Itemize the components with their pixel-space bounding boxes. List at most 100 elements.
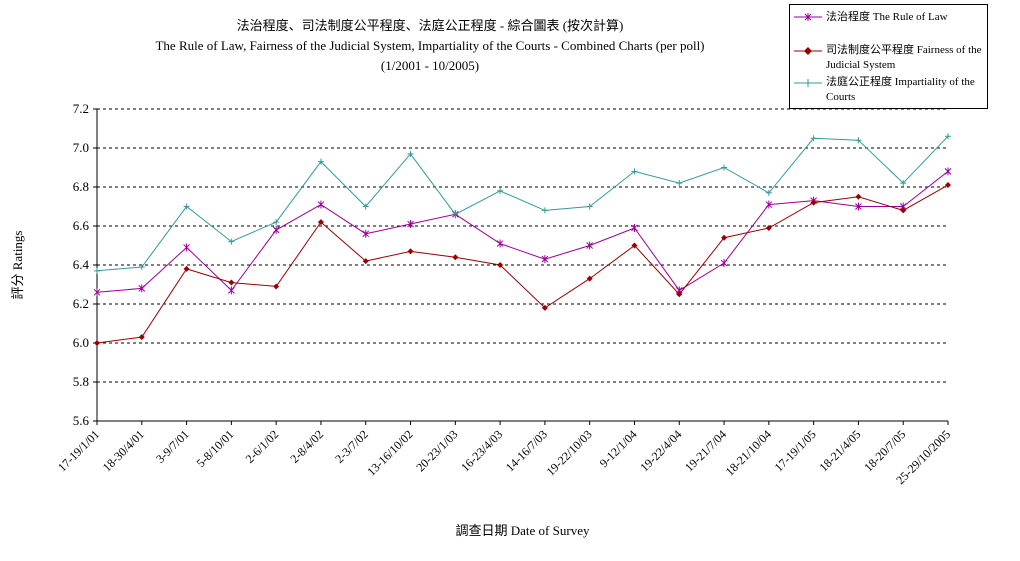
y-tick-label: 6.0	[73, 335, 89, 350]
data-point	[676, 180, 683, 187]
x-tick-label: 20-23/1/03	[413, 427, 460, 474]
x-tick-label: 14-16/7/03	[503, 427, 550, 474]
series-layer	[93, 133, 952, 346]
x-tick-label: 18-20/7/05	[861, 427, 908, 474]
x-tick-label: 17-19/1/05	[772, 427, 819, 474]
label-layer: 5.65.86.06.26.46.66.87.07.217-19/1/0118-…	[10, 101, 953, 538]
data-point	[407, 248, 414, 255]
data-point	[228, 279, 235, 286]
data-point	[586, 241, 594, 250]
x-tick-label: 5-8/10/01	[194, 427, 237, 470]
data-point	[631, 223, 638, 232]
data-point	[183, 265, 190, 272]
data-point	[855, 193, 862, 200]
data-point	[94, 267, 100, 274]
data-point	[631, 168, 638, 175]
data-point	[272, 225, 280, 234]
data-point	[676, 291, 683, 298]
x-tick-label: 3-9/7/01	[153, 427, 192, 466]
data-point	[407, 150, 414, 157]
data-point	[317, 219, 324, 226]
data-point	[452, 254, 459, 261]
data-point	[497, 187, 504, 194]
chart-title-block: 法治程度、司法制度公平程度、法庭公正程度 - 綜合圖表 (按次計算) The R…	[110, 16, 750, 76]
data-point	[273, 283, 280, 290]
data-point	[497, 262, 504, 268]
data-point	[721, 234, 728, 241]
data-point	[586, 203, 593, 210]
y-tick-label: 6.4	[73, 257, 90, 272]
data-point	[138, 284, 146, 293]
axis-layer	[93, 108, 949, 425]
legend-swatch-fairness	[794, 47, 822, 55]
series-2	[94, 133, 951, 274]
y-tick-label: 6.6	[73, 218, 90, 233]
data-point	[720, 259, 728, 268]
data-point	[945, 133, 951, 140]
data-point	[541, 255, 549, 264]
data-point	[810, 135, 817, 142]
x-tick-label: 18-21/4/05	[816, 427, 863, 474]
x-tick-label: 16-23/4/03	[458, 427, 505, 474]
series-0	[93, 167, 952, 297]
data-point	[721, 164, 728, 171]
data-point	[138, 334, 145, 341]
data-point	[362, 203, 369, 210]
series-line	[96, 135, 949, 272]
y-tick-label: 5.8	[73, 374, 89, 389]
x-tick-label: 18-30/4/01	[100, 427, 147, 474]
legend-swatch-impartiality	[794, 79, 822, 87]
x-tick-label: 9-12/1/04	[597, 427, 640, 470]
data-point	[541, 304, 548, 311]
x-tick-label: 17-19/1/01	[55, 427, 102, 474]
data-point	[94, 340, 100, 346]
data-point	[496, 239, 504, 248]
data-point	[855, 137, 862, 144]
series-line	[96, 184, 949, 344]
y-tick-label: 6.2	[73, 296, 89, 311]
y-tick-label: 6.8	[73, 179, 89, 194]
x-tick-label: 2-3/7/02	[332, 427, 371, 466]
data-point	[900, 207, 907, 214]
data-point	[945, 182, 951, 189]
data-point	[183, 243, 190, 252]
data-point	[317, 200, 325, 209]
data-point	[900, 180, 907, 187]
data-point	[631, 242, 638, 249]
x-axis-title: 調查日期 Date of Survey	[456, 523, 590, 538]
legend-label-impartiality: 法庭公正程度 Impartiality of the Courts	[826, 76, 975, 103]
x-tick-label: 2-8/4/02	[287, 427, 326, 466]
data-point	[93, 288, 101, 297]
data-point	[362, 258, 369, 265]
data-point	[362, 229, 370, 238]
legend-label-rule-of-law: 法治程度 The Rule of Law	[826, 11, 948, 23]
x-tick-label: 19-21/7/04	[682, 427, 729, 474]
x-tick-label: 2-6/1/02	[243, 427, 282, 466]
x-tick-label: 18-21/10/04	[723, 427, 774, 478]
data-point	[765, 224, 772, 231]
data-point	[228, 286, 235, 295]
legend: 法治程度 The Rule of Law 司法制度公平程度 Fairness o…	[789, 4, 988, 109]
data-point	[183, 203, 190, 210]
data-point	[273, 219, 280, 226]
grid-layer	[97, 108, 948, 383]
data-point	[810, 199, 817, 206]
series-line	[96, 171, 949, 293]
series-1	[94, 182, 951, 346]
data-point	[138, 263, 145, 270]
x-tick-label: 19-22/4/04	[637, 427, 684, 474]
chart-period: (1/2001 - 10/2005)	[380, 58, 480, 73]
y-tick-label: 5.6	[73, 413, 90, 428]
y-tick-label: 7.0	[73, 140, 89, 155]
data-point	[407, 220, 414, 229]
data-point	[317, 158, 324, 165]
data-point	[586, 275, 593, 282]
y-tick-label: 7.2	[73, 101, 89, 116]
x-tick-label: 13-16/10/02	[364, 427, 415, 478]
data-point	[765, 189, 772, 196]
chart-subtitle: The Rule of Law, Fairness of the Judicia…	[155, 38, 705, 53]
data-point	[452, 211, 459, 218]
legend-label-fairness: 司法制度公平程度 Fairness of the Judicial System	[826, 44, 982, 71]
legend-swatch-rule-of-law	[794, 13, 822, 21]
